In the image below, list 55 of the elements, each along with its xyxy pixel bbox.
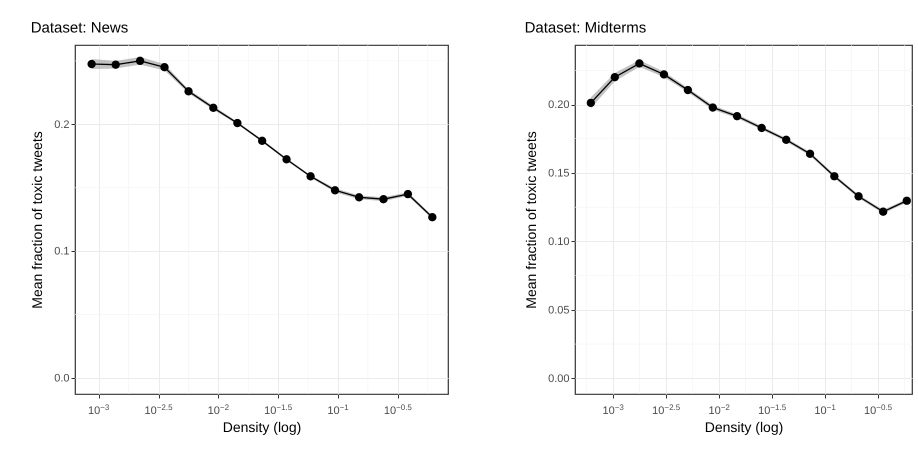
x-axis-title: Density (log)	[222, 419, 302, 435]
point	[660, 70, 668, 79]
x-tick-label: 10$^{−0.5}$	[384, 402, 412, 417]
point	[354, 193, 364, 202]
point	[854, 192, 863, 201]
y-tick-label: 0.15	[548, 167, 570, 180]
point	[902, 196, 911, 205]
x-tick-label: 10$^{−1}$	[327, 402, 350, 417]
x-tick-label: 10$^{−1.5}$	[264, 402, 293, 417]
x-tick-label: 10$^{−2.5}$	[652, 402, 681, 417]
point	[757, 124, 766, 132]
point	[184, 87, 193, 96]
point	[160, 63, 169, 72]
point	[136, 56, 144, 66]
point	[330, 186, 340, 194]
x-tick-label: 10$^{−3}$	[602, 402, 624, 417]
point	[586, 98, 596, 108]
point	[404, 190, 412, 198]
point	[708, 103, 717, 112]
point	[782, 136, 790, 144]
point	[610, 72, 619, 82]
y-tick-label: 0.0	[54, 372, 70, 385]
x-tick-label: 10$^{−2}$	[708, 402, 730, 417]
x-tick-label: 10$^{−2.5}$	[144, 402, 174, 417]
y-axis-title: Mean fraction of toxic tweets	[29, 131, 46, 309]
point	[258, 136, 266, 145]
point	[379, 195, 388, 204]
x-tick-label: 10$^{−1}$	[814, 402, 836, 417]
y-tick-label: 0.2	[54, 118, 70, 131]
chart-title: Dataset: Midterms	[524, 20, 646, 37]
point	[878, 208, 888, 216]
point	[428, 213, 436, 222]
point	[684, 86, 692, 94]
point	[112, 60, 120, 69]
point	[306, 172, 315, 181]
y-tick-label: 0.20	[548, 99, 570, 112]
y-tick-label: 0.00	[548, 372, 570, 385]
point	[635, 59, 644, 68]
point	[233, 118, 242, 128]
x-tick-label: 10$^{−3}$	[88, 402, 110, 417]
y-tick-label: 0.05	[548, 304, 570, 316]
point	[732, 112, 742, 120]
y-tick-label: 0.10	[548, 236, 570, 248]
x-tick-label: 10$^{−1.5}$	[758, 402, 787, 417]
y-tick-label: 0.1	[54, 246, 70, 258]
x-tick-label: 10$^{−0.5}$	[864, 402, 893, 417]
x-axis-title: Density (log)	[704, 419, 784, 435]
point	[282, 155, 291, 164]
point	[87, 60, 96, 68]
point	[209, 104, 218, 112]
chart-title: Dataset: News	[30, 20, 128, 37]
point	[806, 150, 814, 158]
x-tick-label: 10$^{−2}$	[208, 402, 230, 417]
y-axis-title: Mean fraction of toxic tweets	[523, 131, 540, 309]
point	[830, 172, 839, 180]
